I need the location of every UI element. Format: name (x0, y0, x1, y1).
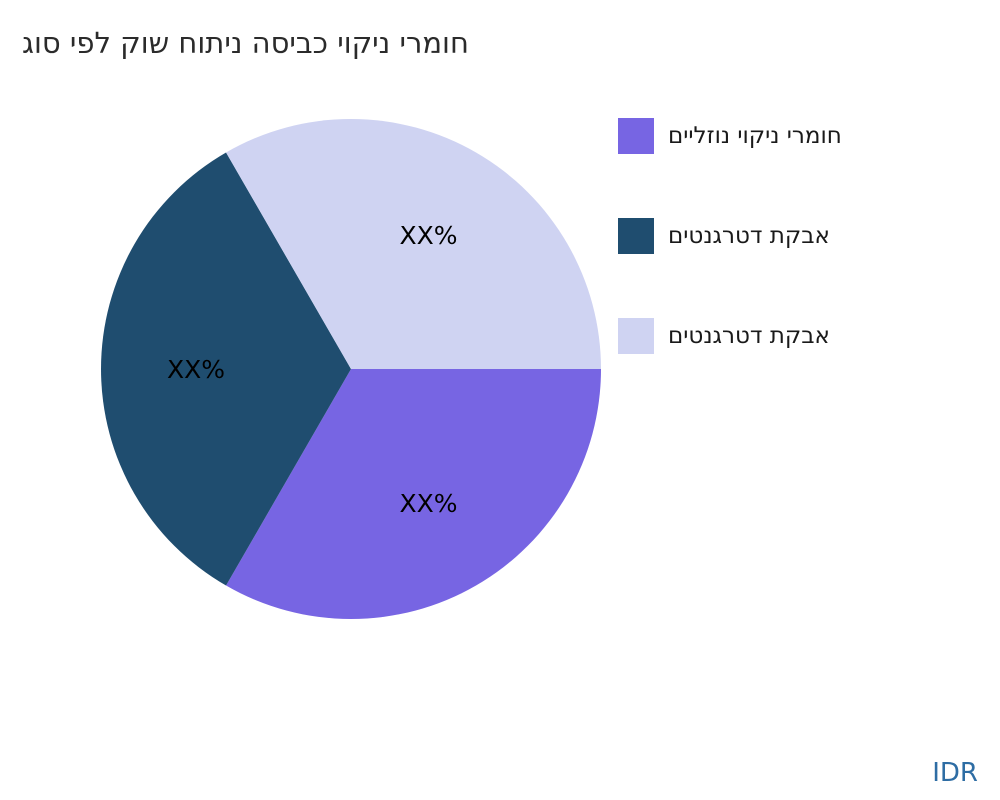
legend-item: אבקת דטרגנטים (618, 218, 842, 254)
legend-item: אבקת דטרגנטים (618, 318, 842, 354)
legend: חומרי ניקוי נוזליים אבקת דטרגנטים אבקת ד… (618, 118, 842, 354)
slice-label: XX% (399, 489, 457, 518)
pie-chart-area: XX% XX% XX% (100, 118, 602, 620)
legend-label: אבקת דטרגנטים (668, 323, 830, 349)
legend-label: אבקת דטרגנטים (668, 223, 830, 249)
legend-swatch-icon (618, 218, 654, 254)
pie-slice (226, 119, 602, 369)
pie-chart: XX% XX% XX% (101, 119, 602, 619)
slice-label: XX% (167, 355, 225, 384)
currency-footer: IDR (932, 758, 978, 788)
legend-item: חומרי ניקוי נוזליים (618, 118, 842, 154)
pie-slice (101, 152, 351, 586)
pie-slice (226, 369, 602, 619)
legend-label: חומרי ניקוי נוזליים (668, 123, 842, 149)
chart-title: חומרי ניקוי כביסה ניתוח שוק לפי סוג (22, 26, 469, 60)
legend-swatch-icon (618, 318, 654, 354)
legend-swatch-icon (618, 118, 654, 154)
slice-label: XX% (399, 221, 457, 250)
